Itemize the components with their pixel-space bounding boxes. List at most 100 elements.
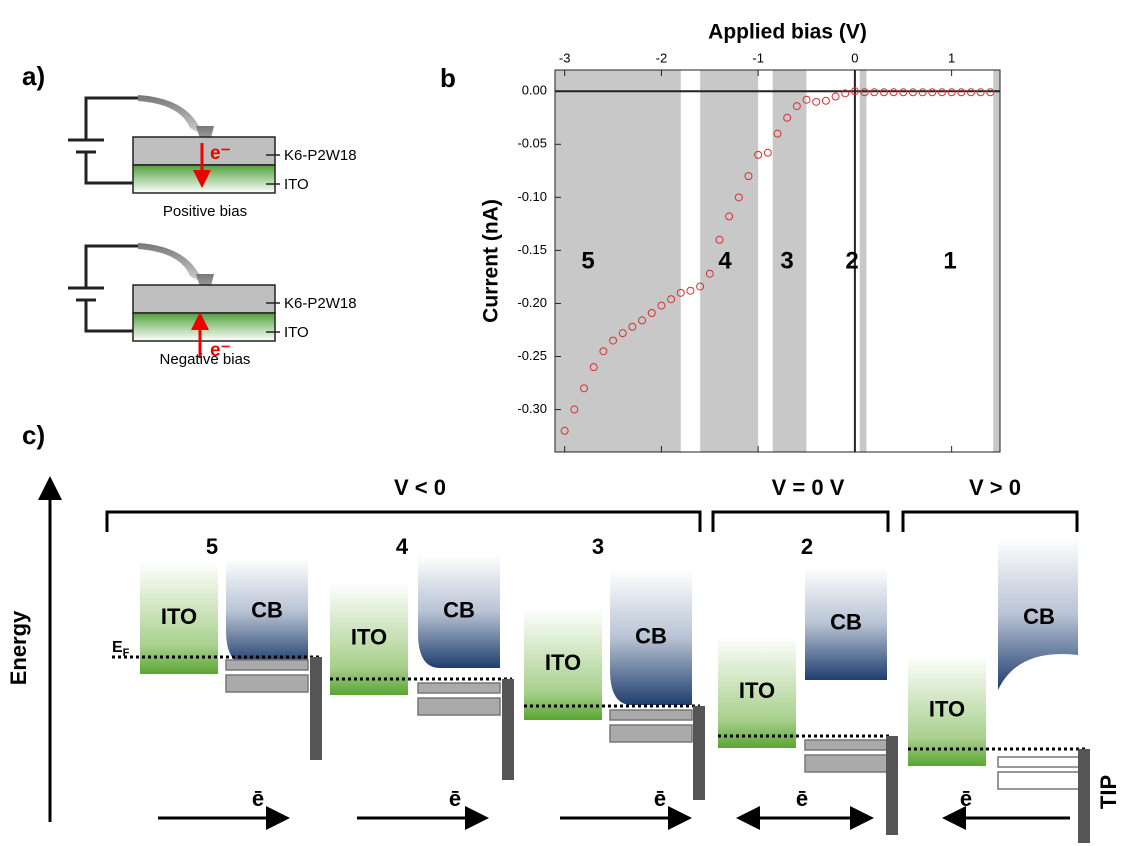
energy-label: Energy	[6, 610, 31, 685]
data-point	[638, 316, 647, 325]
data-point	[812, 97, 821, 106]
data-point	[734, 193, 743, 202]
y-tick-label: -0.30	[517, 401, 547, 416]
data-point	[850, 87, 859, 96]
data-point	[802, 95, 811, 104]
data-point	[957, 88, 966, 97]
ito-band	[140, 562, 218, 674]
region-label: 2	[845, 247, 858, 274]
data-point	[976, 88, 985, 97]
regime-label: V > 0	[969, 475, 1021, 500]
data-point	[831, 92, 840, 101]
energy-level	[997, 756, 1081, 768]
electron-label: e⁻	[210, 143, 231, 164]
fermi-sub: F	[123, 647, 130, 659]
data-point	[667, 295, 676, 304]
stage-number: 5	[206, 534, 218, 559]
layer-ito	[132, 312, 276, 342]
stage: 2 ITO CB ē	[718, 534, 898, 835]
cb-label: CB	[1023, 604, 1055, 629]
stage: 1ITOCBē	[908, 534, 1090, 843]
data-point	[599, 347, 608, 356]
data-point	[841, 89, 850, 98]
stage-number: 4	[396, 534, 409, 559]
x-axis-title: Applied bias (V)	[708, 21, 867, 44]
data-point	[589, 363, 598, 372]
fermi-main: E	[112, 639, 123, 656]
cb-band	[418, 555, 500, 668]
layer-label: K6-P2W18	[284, 295, 357, 312]
region-label: 3	[780, 247, 793, 274]
regime-bracket	[105, 510, 702, 532]
data-point	[686, 286, 695, 295]
cb-band	[805, 567, 887, 680]
cb-band	[610, 570, 692, 705]
data-point	[696, 282, 705, 291]
data-point	[715, 235, 724, 244]
data-point	[879, 88, 888, 97]
region-label: 1	[943, 247, 956, 274]
data-point	[628, 322, 637, 331]
ito-label: ITO	[161, 604, 197, 629]
data-point	[937, 88, 946, 97]
plot-frame	[554, 69, 1001, 453]
shaded-region	[700, 70, 759, 452]
x-tick-label: -3	[559, 50, 571, 65]
energy-level	[225, 659, 309, 671]
cb-label: CB	[635, 623, 667, 648]
bias-caption: Positive bias	[163, 203, 247, 220]
tip-bar	[693, 706, 705, 800]
ito-label: ITO	[545, 650, 581, 675]
bias-caption: Negative bias	[160, 351, 251, 368]
stage: 4 ITO CB ē	[330, 534, 514, 830]
ito-label: ITO	[739, 678, 775, 703]
energy-level	[417, 697, 501, 716]
tip-bar	[1078, 749, 1090, 843]
data-point	[889, 88, 898, 97]
regime-bracket	[901, 510, 1079, 532]
data-point	[870, 88, 879, 97]
wire	[84, 244, 140, 333]
tip-label: TIP	[1096, 775, 1121, 809]
data-point	[773, 129, 782, 138]
data-point	[947, 88, 956, 97]
data-point	[792, 102, 801, 111]
cb-label: CB	[443, 597, 475, 622]
ito-band	[718, 636, 796, 748]
circuit: K6-P2W18 ITO e⁻ Positive bias	[68, 95, 357, 220]
electron-label: ē	[654, 786, 666, 811]
stage-number: 2	[801, 534, 813, 559]
x-tick-label: 0	[851, 50, 858, 65]
layer-label: ITO	[284, 176, 309, 193]
electron-label: e⁻	[210, 340, 231, 361]
data-point	[899, 88, 908, 97]
y-tick-label: -0.25	[517, 348, 547, 363]
circuit: K6-P2W18 ITO e⁻Negative bias	[68, 243, 357, 368]
y-tick-label: -0.10	[517, 189, 547, 204]
data-point	[908, 88, 917, 97]
x-tick-label: -2	[656, 50, 668, 65]
shaded-region	[993, 70, 1000, 452]
y-tick-label: -0.20	[517, 295, 547, 310]
stage: 3 ITO CB ē	[524, 534, 705, 830]
data-point	[618, 329, 627, 338]
panel-label: c)	[22, 420, 45, 450]
stage: 5 ITO CB ē	[112, 534, 322, 830]
data-point	[725, 212, 734, 221]
y-tick-label: -0.05	[517, 136, 547, 151]
ito-band	[524, 608, 602, 720]
shaded-region	[555, 70, 681, 452]
data-point	[647, 308, 656, 317]
data-point	[966, 88, 975, 97]
data-point	[928, 88, 937, 97]
y-tick-label: 0.00	[522, 83, 547, 98]
energy-level	[609, 709, 693, 721]
energy-level	[997, 771, 1081, 790]
data-point	[570, 405, 579, 414]
layer-label: ITO	[284, 324, 309, 341]
energy-level	[609, 724, 693, 743]
regime-label: V = 0 V	[772, 475, 845, 500]
cantilever	[138, 95, 212, 140]
cantilever	[138, 243, 212, 288]
stage-number: 3	[592, 534, 604, 559]
